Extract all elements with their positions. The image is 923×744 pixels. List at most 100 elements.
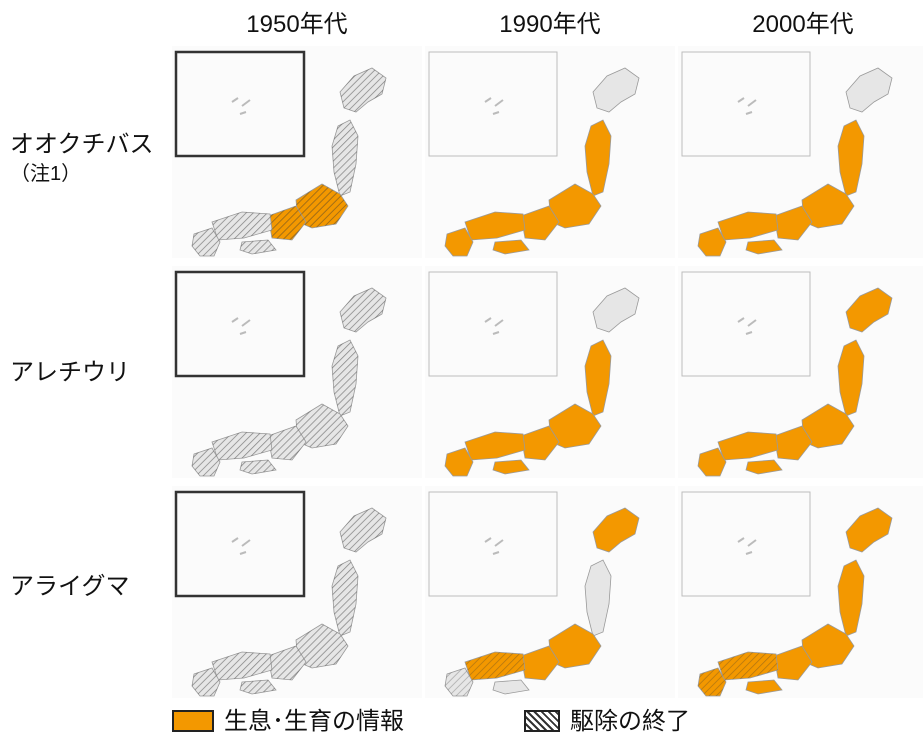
region-kinki — [520, 645, 560, 681]
region-kyushu — [697, 227, 727, 257]
legend-eradication-label: 駆除の終了 — [570, 708, 690, 735]
region-shikoku — [492, 239, 530, 255]
inset-frame — [174, 490, 306, 598]
map-panel-r1-c3 — [678, 46, 923, 258]
region-shikoku — [492, 679, 530, 695]
species-note: （注1） — [10, 163, 82, 185]
region-shikoku — [745, 679, 783, 695]
region-tohoku — [837, 119, 865, 197]
column-header-1950s: 1950年代 — [246, 11, 348, 38]
habitat-swatch — [172, 709, 214, 732]
species-name: アライグマ — [10, 573, 130, 600]
island-marks — [484, 97, 504, 115]
map-panel-r2-c1 — [172, 266, 422, 478]
eradication-hatch-kyushu — [192, 668, 220, 696]
map-panel-r1-c2 — [425, 46, 675, 258]
eradication-hatch-hokkaido — [340, 68, 386, 112]
eradication-hatch-chubu — [296, 624, 348, 668]
region-kinki — [520, 425, 560, 461]
row-label-raccoon: アライグマ — [10, 572, 130, 602]
region-hokkaido — [592, 507, 640, 553]
eradication-hatch-kyushu — [445, 668, 473, 696]
map-panel-r3-c2 — [425, 486, 675, 698]
japan-map — [681, 491, 893, 697]
region-kyushu — [444, 447, 474, 477]
eradication-hatch-tohoku — [332, 340, 358, 416]
region-kinki — [773, 425, 813, 461]
japan-map — [428, 491, 640, 697]
island-marks — [737, 317, 757, 335]
inset-frame — [174, 50, 306, 158]
inset-frame — [681, 491, 811, 597]
inset-frame — [428, 491, 558, 597]
eradication-swatch — [524, 709, 560, 732]
region-tohoku — [837, 339, 865, 417]
region-tohoku — [584, 119, 612, 197]
eradication-hatch-kyushu — [192, 448, 220, 476]
map-panel-r2-c3 — [678, 266, 923, 478]
eradication-hatch-hokkaido — [340, 288, 386, 332]
region-chugoku — [717, 211, 779, 241]
eradication-hatch-chubu — [296, 184, 348, 228]
eradication-hatch-kyushu — [698, 668, 726, 696]
japan-map — [174, 50, 387, 257]
inset-frame — [681, 271, 811, 377]
island-marks — [484, 537, 504, 555]
region-hokkaido — [845, 287, 893, 333]
legend-item-eradication: 駆除の終了 — [524, 704, 690, 740]
row-label-bur-cucumber: アレチウリ — [10, 358, 130, 388]
column-header-1990s: 1990年代 — [499, 11, 601, 38]
island-marks — [737, 97, 757, 115]
region-kyushu — [444, 227, 474, 257]
region-kinki — [520, 205, 560, 241]
island-marks — [231, 97, 251, 115]
eradication-hatch-chugoku — [465, 652, 525, 680]
eradication-hatch-chugoku — [212, 432, 272, 460]
map-panel-r3-c1 — [172, 486, 422, 698]
eradication-hatch-kinki — [268, 426, 306, 460]
legend-item-habitat: 生息･生育の情報 — [172, 704, 404, 740]
inset-frame — [428, 51, 558, 157]
region-tohoku — [837, 559, 865, 637]
eradication-hatch-chugoku — [718, 652, 778, 680]
region-chugoku — [464, 431, 526, 461]
eradication-hatch-chugoku — [212, 212, 272, 240]
map-panel-r3-c3 — [678, 486, 923, 698]
eradication-hatch-chugoku — [212, 652, 272, 680]
japan-map — [681, 51, 893, 257]
species-name: アレチウリ — [10, 359, 130, 386]
eradication-hatch-kinki — [268, 646, 306, 680]
region-shikoku — [745, 459, 783, 475]
legend-habitat-label: 生息･生育の情報 — [224, 708, 404, 735]
region-chugoku — [464, 211, 526, 241]
japan-map — [681, 271, 893, 477]
eradication-hatch-tohoku — [332, 120, 358, 196]
column-header-2000s: 2000年代 — [752, 11, 854, 38]
row-label-largemouth-bass: オオクチバス （注1） — [10, 130, 154, 188]
region-hokkaido — [845, 507, 893, 553]
region-tohoku — [584, 559, 612, 637]
inset-frame — [681, 51, 811, 157]
island-marks — [231, 317, 251, 335]
region-hokkaido — [592, 67, 640, 113]
map-panel-r1-c1 — [172, 46, 422, 258]
eradication-hatch-shikoku — [240, 460, 276, 474]
region-shikoku — [492, 459, 530, 475]
region-kinki — [773, 645, 813, 681]
region-shikoku — [745, 239, 783, 255]
japan-map — [428, 51, 640, 257]
eradication-hatch-hokkaido — [340, 508, 386, 552]
eradication-hatch-kinki — [268, 206, 306, 240]
species-name: オオクチバス — [10, 131, 154, 158]
eradication-hatch-shikoku — [240, 240, 276, 254]
japan-map — [428, 271, 640, 477]
region-kyushu — [697, 447, 727, 477]
japan-map — [174, 490, 387, 697]
eradication-hatch-kyushu — [192, 228, 220, 256]
island-marks — [231, 537, 251, 555]
island-marks — [484, 317, 504, 335]
region-hokkaido — [845, 67, 893, 113]
island-marks — [737, 537, 757, 555]
region-kinki — [773, 205, 813, 241]
eradication-hatch-chubu — [296, 404, 348, 448]
